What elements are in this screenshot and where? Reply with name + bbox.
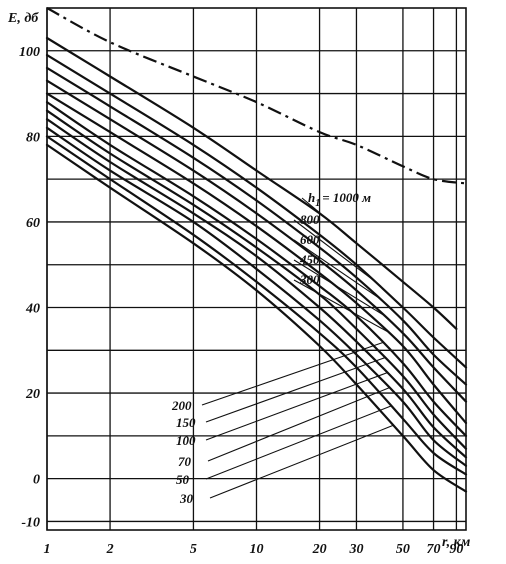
series-leader-line	[205, 405, 392, 480]
y-tick-label: 80	[26, 130, 40, 145]
x-tick-label: 1	[44, 542, 51, 557]
series-leader-line	[293, 259, 383, 315]
series-label: 70	[178, 454, 192, 469]
series-leader-line	[205, 372, 388, 441]
y-tick-label: 40	[25, 302, 40, 317]
series-leader-line	[301, 197, 369, 254]
series-label: 300	[299, 272, 320, 287]
grid	[46, 7, 467, 531]
x-tick-label: 70	[427, 542, 441, 557]
series-label: 100	[176, 433, 196, 448]
curve-h450	[45, 79, 468, 403]
curve-h70	[45, 126, 468, 467]
curve-h200	[45, 101, 468, 437]
series-leader-line	[293, 219, 374, 281]
curve-h30	[45, 143, 468, 493]
curve-h100	[45, 118, 468, 459]
y-axis-title: E, дб	[7, 11, 39, 26]
x-tick-label: 30	[348, 542, 363, 557]
series-label: 600	[300, 232, 320, 247]
curve-h800	[45, 54, 468, 369]
curves	[45, 7, 468, 493]
series-label: h1 = 1000 м	[308, 190, 371, 209]
x-tick-label: 5	[190, 542, 197, 557]
y-tick-label: -10	[21, 515, 40, 530]
curve-h1000	[45, 36, 458, 330]
x-tick-label: 2	[106, 542, 114, 557]
curve-dash-dot	[46, 7, 467, 185]
series-label: 50	[176, 472, 190, 487]
series-leader-line	[209, 424, 394, 499]
y-tick-label: 100	[19, 45, 40, 60]
x-tick-label: 50	[396, 542, 410, 557]
y-tick-label: 20	[25, 387, 40, 402]
x-axis-title: r, км	[442, 535, 471, 550]
curve-h300	[45, 92, 468, 425]
series-leader-line	[201, 342, 383, 406]
series-leader-line	[205, 357, 386, 423]
y-tick-label: 0	[33, 473, 40, 488]
series-label: 450	[299, 252, 320, 267]
series-leader-line	[207, 387, 390, 462]
curve-h600	[45, 66, 468, 386]
series-label: 150	[176, 415, 196, 430]
series-labels: h1 = 1000 м 800 600 450 300 200 150 100 70 50 30	[171, 190, 394, 506]
x-tick-label: 20	[312, 542, 327, 557]
x-tick-label: 90	[449, 542, 463, 557]
series-label: 800	[300, 212, 320, 227]
series-leader-line	[293, 279, 388, 332]
series-label: 200	[171, 398, 192, 413]
y-tick-label: 60	[26, 216, 40, 231]
x-tick-label: 10	[250, 542, 264, 557]
series-label: 30	[179, 491, 194, 506]
curve-h150	[45, 109, 468, 450]
series-leader-line	[293, 239, 379, 298]
curve-h50	[45, 135, 468, 476]
